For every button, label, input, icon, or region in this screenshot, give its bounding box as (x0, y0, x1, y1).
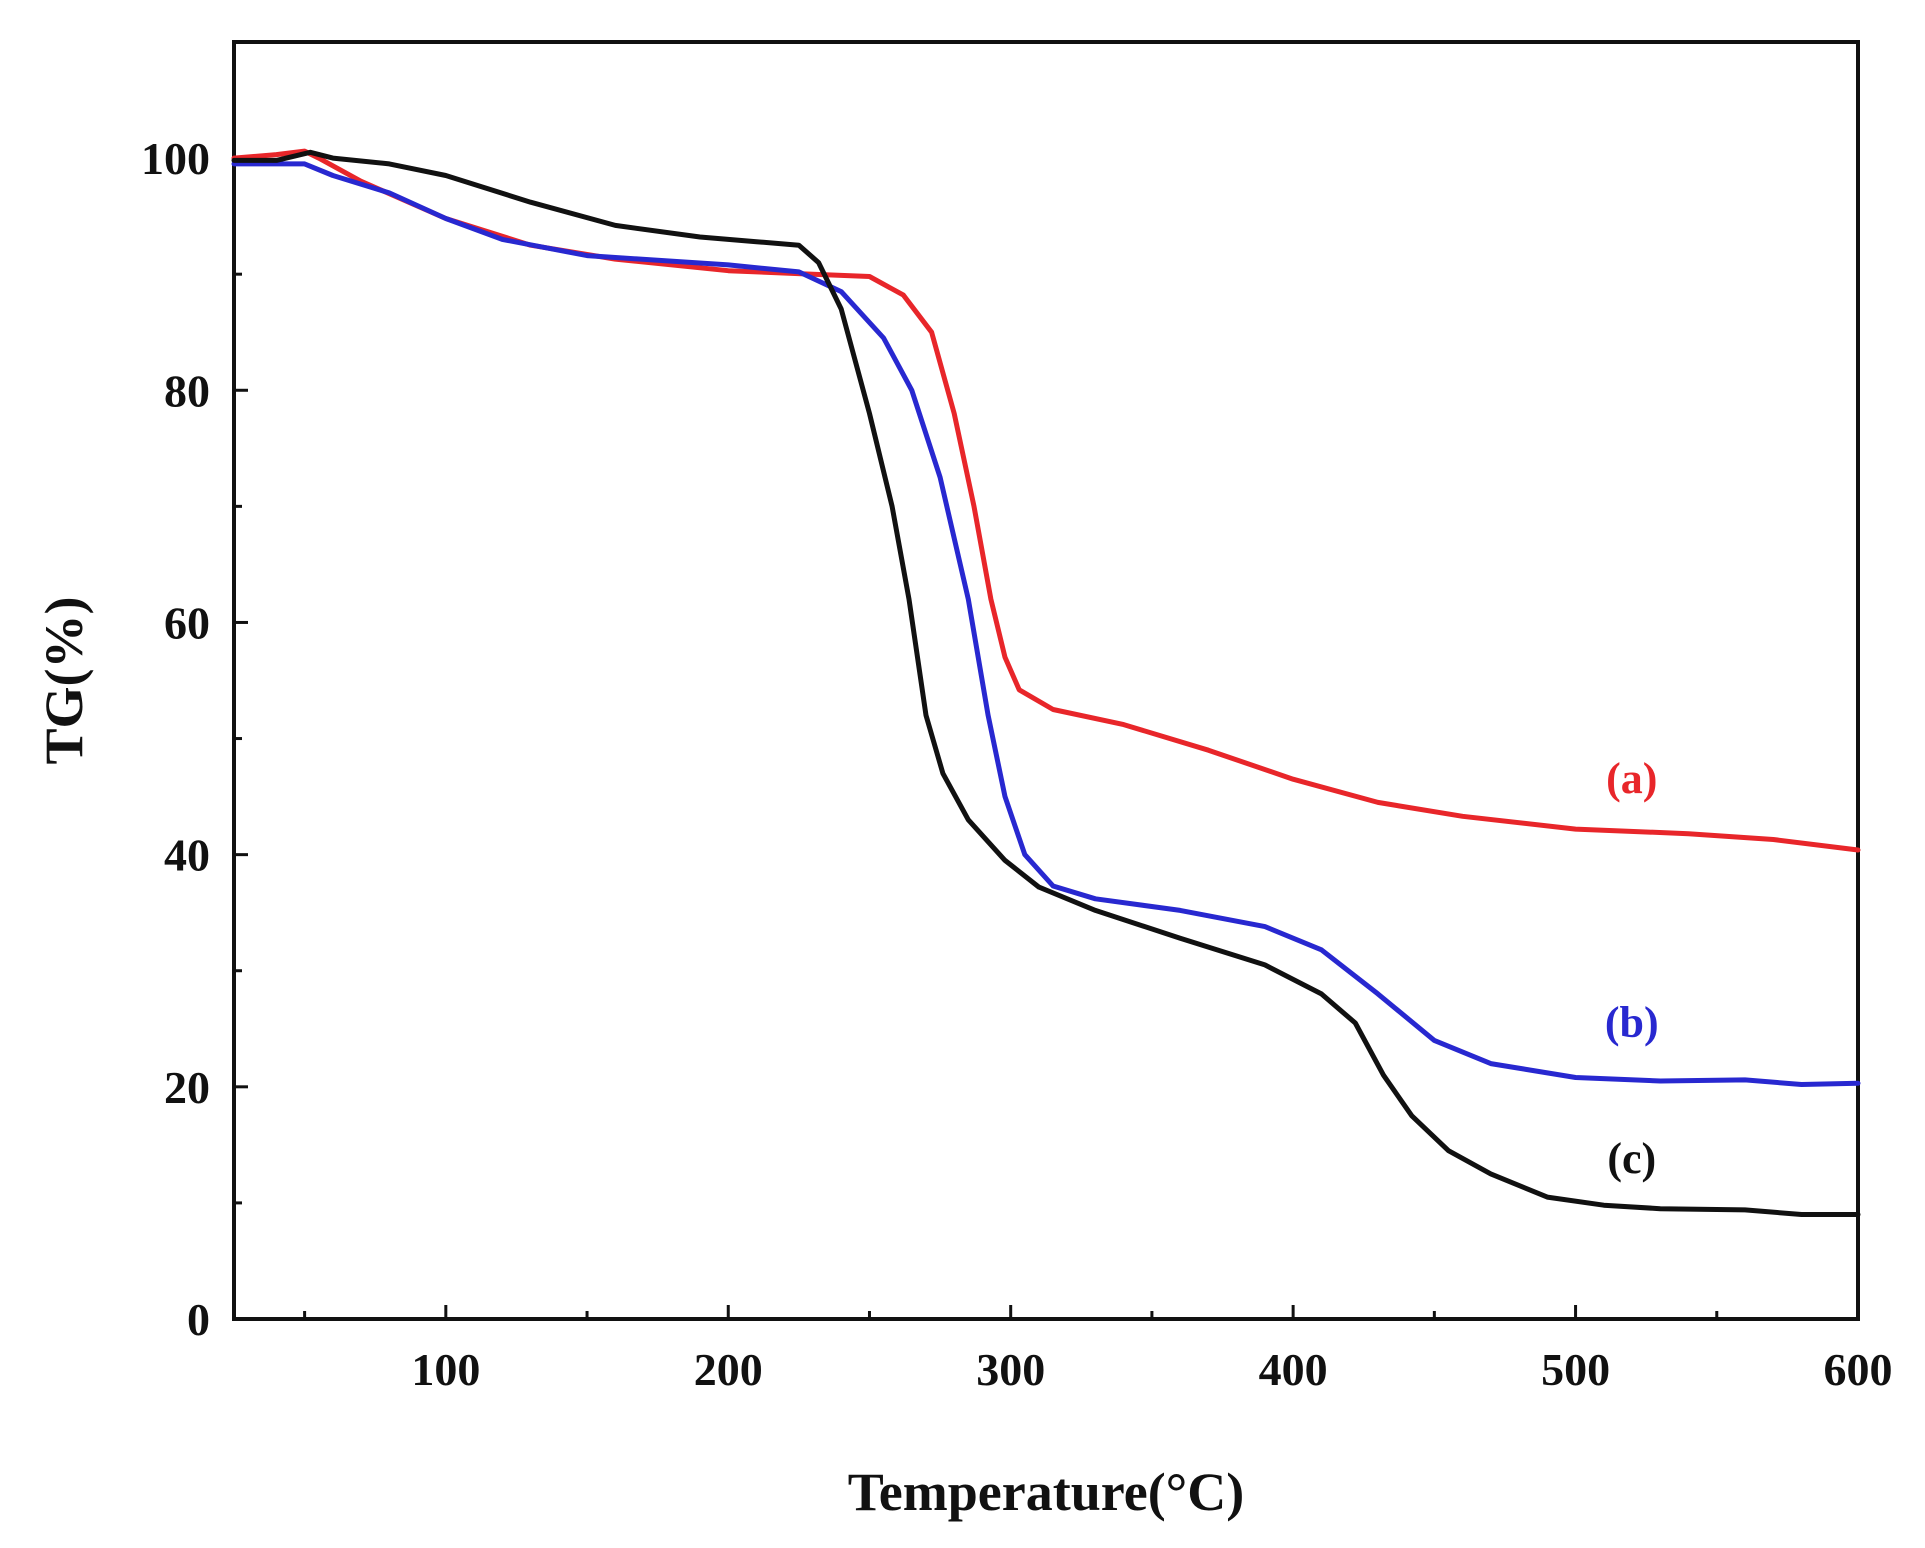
plot-frame (232, 40, 1860, 1321)
series-label-a: (a) (1606, 754, 1657, 803)
y-axis-title: TG(%) (34, 597, 94, 765)
x-tick-label: 300 (976, 1344, 1045, 1395)
series-line-b (231, 161, 1861, 1087)
x-tick-label: 600 (1824, 1344, 1893, 1395)
y-tick-label: 100 (141, 133, 210, 184)
y-tick-label: 40 (164, 830, 210, 881)
x-axis: 100 200 300 400 500 600 (303, 1305, 1893, 1395)
x-axis-title: Temperature(°C) (848, 1462, 1245, 1522)
y-tick-label: 80 (164, 365, 210, 416)
series-line-c (231, 149, 1861, 1217)
x-tick-label: 500 (1541, 1344, 1610, 1395)
plot-border (232, 40, 1860, 1321)
series-labels: (a) (b) (c) (1605, 754, 1659, 1183)
series-line-a (231, 148, 1861, 853)
y-tick-label: 60 (164, 597, 210, 648)
x-tick-label: 200 (694, 1344, 763, 1395)
x-tick-label: 400 (1259, 1344, 1328, 1395)
series-label-c: (c) (1607, 1134, 1656, 1183)
series-label-b: (b) (1605, 998, 1659, 1047)
y-axis: 0 20 40 60 80 100 (141, 133, 248, 1345)
y-tick-label: 0 (187, 1294, 210, 1345)
x-tick-label: 100 (411, 1344, 480, 1395)
y-tick-label: 20 (164, 1062, 210, 1113)
series-lines (231, 148, 1861, 1217)
